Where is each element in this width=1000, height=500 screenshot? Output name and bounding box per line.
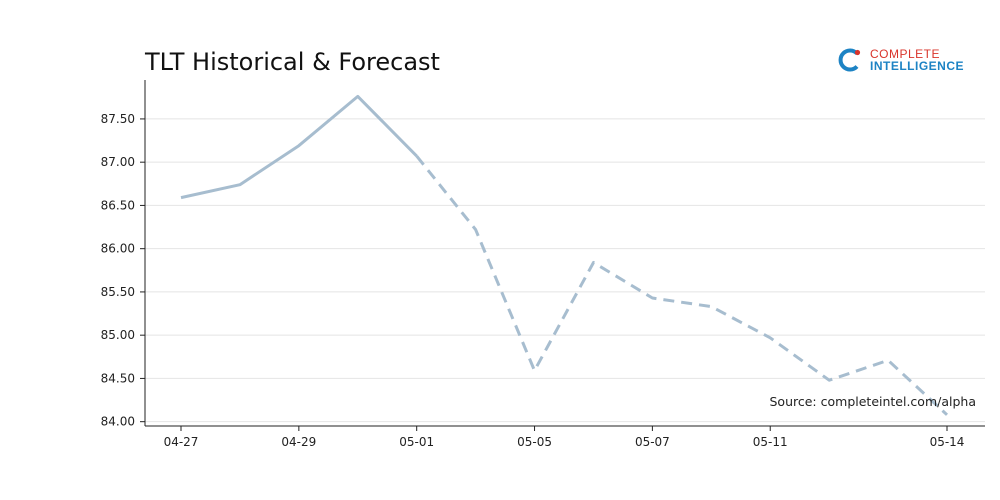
y-tick-label: 86.00 xyxy=(101,242,135,256)
x-tick-label: 05-14 xyxy=(930,435,965,449)
y-tick-label: 87.00 xyxy=(101,155,135,169)
x-axis-ticks: 04-27 04-29 05-01 05-05 05-07 05-11 05-14 xyxy=(164,426,965,449)
brand-logo: COMPLETE INTELLIGENCE xyxy=(838,48,964,72)
x-tick-label: 05-07 xyxy=(635,435,670,449)
historical-line xyxy=(180,94,418,200)
x-tick-label: 05-01 xyxy=(399,435,434,449)
y-tick-label: 85.00 xyxy=(101,328,135,342)
chart-title: TLT Historical & Forecast xyxy=(145,48,440,76)
ci-logo-icon xyxy=(838,48,861,72)
y-axis-ticks: 84.00 84.50 85.00 85.50 86.00 86.50 87.00 87.50 xyxy=(101,112,145,429)
x-tick-label: 04-27 xyxy=(164,435,199,449)
y-tick-label: 86.50 xyxy=(101,198,135,212)
x-tick-label: 05-05 xyxy=(517,435,552,449)
forecast-line xyxy=(415,155,949,416)
source-note: Source: completeintel.com/alpha xyxy=(770,394,977,409)
series-group xyxy=(180,94,949,416)
logo-line1: COMPLETE xyxy=(870,47,941,61)
y-tick-label: 84.50 xyxy=(101,371,135,385)
logo-line2: INTELLIGENCE xyxy=(870,59,965,73)
y-tick-label: 84.00 xyxy=(101,415,135,429)
y-tick-label: 87.50 xyxy=(101,112,135,126)
y-tick-label: 85.50 xyxy=(101,285,135,299)
grid-lines xyxy=(145,118,985,423)
x-tick-label: 05-11 xyxy=(753,435,788,449)
x-tick-label: 04-29 xyxy=(281,435,316,449)
